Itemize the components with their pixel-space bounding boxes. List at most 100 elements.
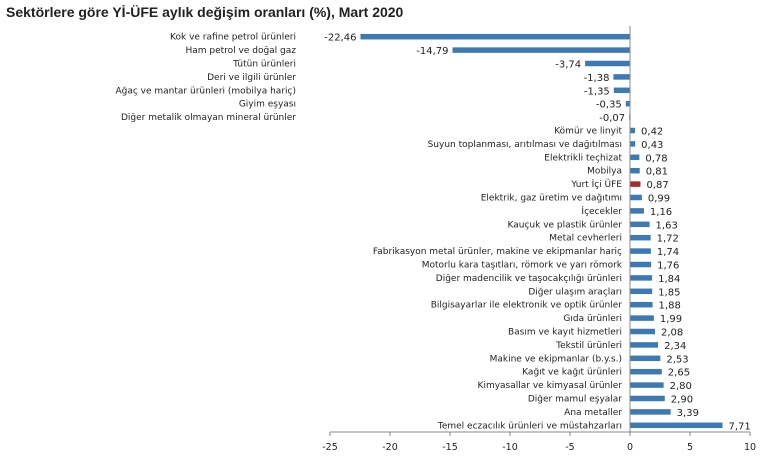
category-label: İçecekler [581,206,622,217]
category-label: Diğer ulaşım araçları [528,287,622,297]
category-label: Ham petrol ve doğal gaz [185,46,296,56]
tick-label: -20 [382,442,398,453]
tick-label: -5 [565,442,574,453]
x-axis-ticks: -25 -20 -15 -10 -5 0 5 10 [322,432,756,453]
bar [630,261,652,268]
category-label: Mobilya [587,167,622,177]
data-label: 1,16 [650,207,672,218]
data-label: 1,88 [659,301,681,312]
tick-label: 0 [627,442,633,453]
bar [630,275,653,281]
data-label: 0,87 [646,180,668,191]
data-label: 0,99 [648,194,670,205]
category-label: Tütün ürünleri [232,60,296,70]
bar [630,194,642,201]
category-label: Deri ve ilgili ürünler [207,73,296,83]
category-label: Giyim eşyası [239,100,296,110]
tick-label: 5 [687,442,693,453]
category-label: Suyun toplanması, arıtılması ve dağıtılm… [428,140,622,150]
bar [630,141,636,147]
data-label: 2,65 [668,368,690,379]
category-label: Gıda ürünleri [563,314,622,324]
category-label: Elektrik, gaz üretim ve dağıtımı [481,194,622,204]
tick-label: -15 [442,442,458,453]
bar [630,208,644,214]
category-label: Motorlu kara taşıtları, römork ve yarı r… [422,261,623,271]
bar [625,100,630,107]
data-label: 1,85 [658,287,680,298]
category-label: Ana metaller [564,408,622,418]
data-label: 3,39 [677,408,699,419]
data-label: 1,84 [658,274,680,285]
bar [630,409,671,415]
category-label: Basım ve kayıt hizmetleri [508,328,622,338]
bar [630,382,664,388]
category-label: Diğer metalik olmayan mineral ürünler [121,113,296,123]
bar [630,315,654,321]
bar [613,74,630,80]
data-label: 2,08 [661,328,683,339]
bar [613,87,630,94]
data-label: -1,38 [584,73,610,84]
category-label: Kömür ve linyit [554,127,622,137]
category-label: Kağıt ve kağıt ürünleri [522,368,622,378]
bar [630,395,665,402]
data-label: 1,76 [657,261,679,272]
category-label: Ağaç ve mantar ürünleri (mobilya hariç) [115,86,296,96]
data-label: 2,53 [666,354,688,365]
category-label: Makine ve ekipmanlar (b.y.s.) [490,354,622,364]
bar [630,248,651,254]
data-label: 1,74 [657,247,679,258]
labels-layer: Kok ve rafine petrol ürünleri -22,46 Ham p… [115,33,750,433]
category-label: Kok ve rafine petrol ürünleri [170,33,296,43]
data-label: 0,81 [646,167,668,178]
bar [630,301,653,308]
category-label: Tekstil ürünleri [555,341,622,351]
category-label: Fabrikasyon metal ürünler, makine ve eki… [373,247,622,257]
bar [630,181,641,187]
category-label: Bilgisayarlar ile elektronik ve optik ür… [431,301,623,311]
category-label: Yurt İçi ÜFE [570,179,622,190]
data-label: 2,80 [670,381,692,392]
data-label: 0,43 [641,140,663,151]
data-label: 2,90 [671,395,693,406]
chart-title: Sektörlere göre Yİ-ÜFE aylık değişim ora… [6,4,404,20]
bar [630,422,723,429]
bar [630,167,640,174]
data-label: 7,71 [729,421,751,432]
category-label: Metal cevherleri [549,234,622,244]
bar [360,33,630,40]
data-label: -0,07 [599,113,625,124]
bar [630,368,662,375]
bar [630,342,659,348]
data-label: 2,34 [664,341,686,352]
category-label: Diğer madencilik ve taşocakçılığı ürünle… [436,274,622,284]
bars-layer [360,33,723,429]
category-label: Elektrikli teçhizat [544,153,622,163]
category-label: Kimyasallar ve kimyasal ürünler [478,381,623,391]
data-label: -22,46 [324,33,356,44]
data-label: -3,74 [555,60,581,71]
data-label: -14,79 [416,46,448,57]
bar [452,47,630,53]
bar [585,60,630,67]
bar [630,127,636,134]
category-label: Temel eczacılık ürünleri ve müstahzarlar… [437,421,622,431]
data-label: -1,35 [584,86,610,97]
data-label: -0,35 [596,100,622,111]
bar [630,221,650,228]
data-label: 1,99 [660,314,682,325]
data-label: 0,78 [645,153,667,164]
tick-label: -10 [502,442,518,453]
tick-label: -25 [322,442,338,453]
category-label: Kauçuk ve plastik ürünler [508,220,623,230]
bar [630,234,651,241]
tick-label: 10 [744,442,756,453]
category-label: Diğer mamul eşyalar [528,395,622,405]
bar [630,154,640,161]
bar [630,355,661,362]
bar [630,328,655,335]
data-label: 0,42 [641,127,663,138]
bar [630,288,653,295]
